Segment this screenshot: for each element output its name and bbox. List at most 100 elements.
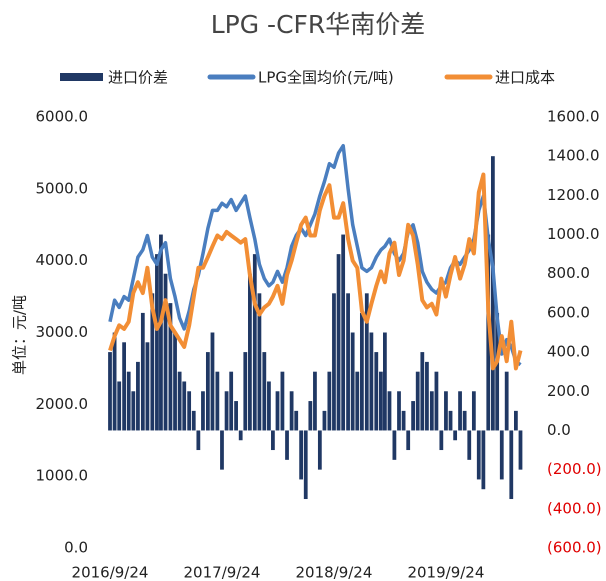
bar [126,371,131,431]
bar [397,391,401,431]
bar [155,254,159,431]
y2-tick-label: 1400.0 [547,147,600,165]
bar [168,303,173,431]
legend-label: 进口成本 [495,69,555,87]
bar [262,352,267,431]
bar [140,312,145,431]
y2-tick-label: 1000.0 [547,225,600,243]
line [108,172,523,371]
y-axis-label: 单位：元/吨 [11,295,29,375]
bar [332,293,336,431]
bar [346,293,350,431]
bar [401,410,406,431]
y2-tick-label: (600.0) [547,539,602,557]
bar [406,430,411,451]
bar [112,332,117,431]
bar [313,371,317,431]
x-tick-label: 2017/9/24 [184,564,261,581]
bar [308,401,313,431]
bar [518,430,523,470]
bar [374,352,379,431]
bar [317,430,322,470]
y2-tick-label: (200.0) [547,460,602,478]
bar [359,312,364,431]
bar [210,332,215,431]
bar [322,410,327,431]
bar [379,371,383,431]
bar [458,391,462,431]
bar [150,293,155,431]
bar [220,430,224,470]
y-tick-label: 5000.0 [36,179,89,197]
bar [145,342,150,431]
bar [285,430,289,460]
bar [122,342,127,431]
bar [350,332,355,431]
legend-swatch [60,73,103,81]
bar [462,410,467,431]
bar [495,312,500,431]
bar [238,430,243,441]
y2-tick-label: 800.0 [547,264,590,282]
legend-label: 进口价差 [108,69,168,87]
bar [504,371,509,431]
bar [392,430,397,460]
bar [159,234,163,431]
bar [243,352,248,431]
bar [173,332,177,431]
bar [280,371,285,431]
bar [434,371,439,431]
bar [294,410,299,431]
chart-title: LPG -CFR华南价差 [211,10,426,39]
y2-tick-label: 400.0 [547,343,590,361]
bar [490,156,495,431]
bar [336,254,341,431]
bar [429,391,434,431]
x-tick-label: 2019/9/24 [407,564,484,581]
bar [267,381,271,431]
bar [182,381,187,431]
bar [187,391,192,431]
bar [299,430,304,480]
y-tick-label: 4000.0 [36,251,89,269]
bar [108,352,112,431]
y-tick-label: 0.0 [64,539,88,557]
bar [513,410,518,431]
bar [453,430,458,441]
bar [341,234,346,431]
bar [131,391,136,431]
bar [481,430,486,490]
bar [205,352,210,431]
y2-tick-label: 1600.0 [547,108,600,126]
bar [275,391,280,431]
x-tick-label: 2018/9/24 [295,564,372,581]
bar [117,381,122,431]
bar [355,371,360,431]
bar [509,430,514,500]
y2-tick-label: 0.0 [547,421,571,439]
bar [215,371,220,431]
bar [252,254,257,431]
bar [327,371,332,431]
bar [382,332,387,431]
bar [364,293,369,431]
bar [257,293,262,431]
bar [467,430,472,460]
bar [411,401,415,431]
bar [471,391,476,431]
bar [201,391,205,431]
bar [425,361,429,431]
bar [369,332,374,431]
bar [229,371,234,431]
bar [387,391,392,431]
bar [136,361,140,431]
bar [289,391,294,431]
bar [271,430,275,451]
bar [196,430,201,451]
y-tick-label: 2000.0 [36,395,89,413]
bar [444,391,448,431]
bar [476,430,481,480]
bar [415,371,420,431]
y2-tick-label: 1200.0 [547,186,600,204]
bar [177,371,182,431]
